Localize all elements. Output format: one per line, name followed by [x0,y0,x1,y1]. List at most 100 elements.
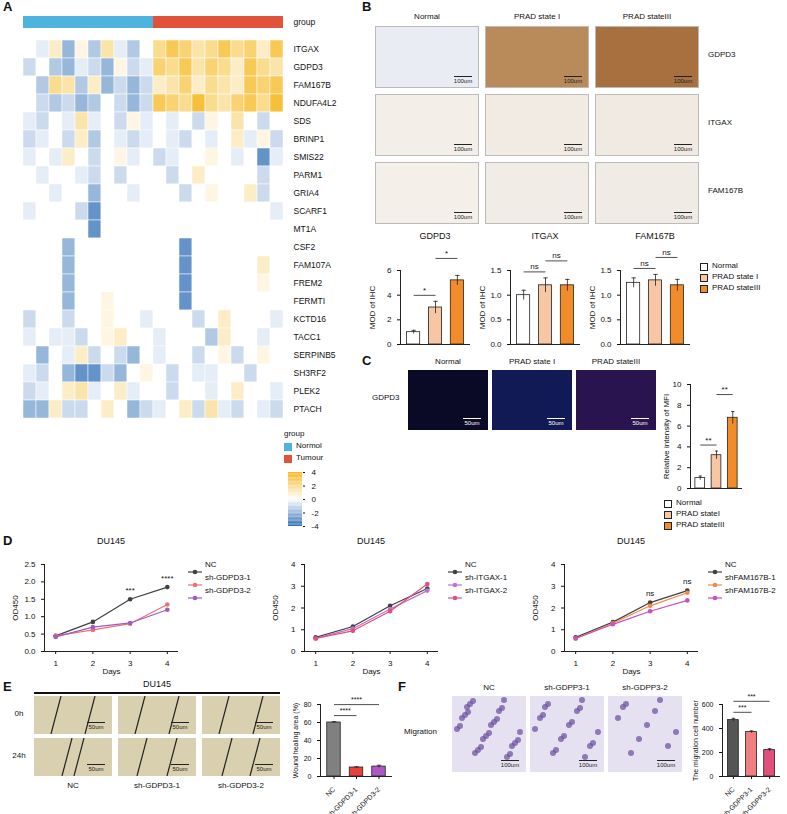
svg-text:BRINP1: BRINP1 [294,134,325,144]
svg-text:PARM1: PARM1 [294,170,323,180]
svg-text:SERPINB5: SERPINB5 [294,350,336,360]
svg-text:10: 10 [673,380,682,389]
svg-text:0: 0 [710,773,714,780]
svg-text:MOD of IHC: MOD of IHC [368,286,377,330]
svg-text:-2: -2 [312,509,320,518]
svg-text:SMIS22: SMIS22 [294,152,325,162]
svg-text:0: 0 [291,647,296,656]
svg-text:3: 3 [291,582,296,591]
svg-text:2: 2 [387,315,392,324]
svg-text:*: * [445,249,448,258]
svg-text:**: ** [705,436,711,445]
svg-text:sh-GDPD3-2: sh-GDPD3-2 [348,786,381,814]
svg-text:ns: ns [530,262,538,271]
svg-text:3: 3 [388,659,393,668]
svg-text:1.0: 1.0 [600,291,612,300]
svg-text:2: 2 [611,659,616,668]
svg-text:20: 20 [304,755,312,762]
svg-text:group: group [294,17,316,27]
svg-text:SCARF1: SCARF1 [294,206,328,216]
svg-text:***: *** [125,586,134,595]
svg-text:4: 4 [165,659,170,668]
svg-text:4: 4 [685,659,690,668]
svg-text:2: 2 [291,604,296,613]
svg-text:FERMTI: FERMTI [294,296,326,306]
svg-text:The migration cell number: The migration cell number [692,699,700,781]
svg-text:4: 4 [425,659,430,668]
svg-text:600: 600 [702,701,714,708]
svg-text:200: 200 [702,749,714,756]
svg-text:0.0: 0.0 [24,647,36,656]
svg-text:GRIA4: GRIA4 [294,188,320,198]
svg-text:1: 1 [313,659,318,668]
svg-text:0.5: 0.5 [24,630,36,639]
svg-text:FREM2: FREM2 [294,278,323,288]
svg-text:2: 2 [677,463,682,472]
svg-text:4: 4 [551,560,556,569]
svg-text:0: 0 [387,340,392,349]
svg-text:***: *** [747,693,755,700]
svg-text:****: **** [161,574,173,583]
svg-text:2.0: 2.0 [24,577,36,586]
svg-text:0: 0 [312,495,317,504]
svg-text:2: 2 [91,659,96,668]
svg-text:SH3RF2: SH3RF2 [294,368,327,378]
svg-text:MOD of IHC: MOD of IHC [478,286,487,330]
svg-text:ITGAX: ITGAX [294,44,320,54]
svg-text:0.0: 0.0 [600,340,612,349]
svg-text:1: 1 [53,659,58,668]
svg-text:ns: ns [640,259,648,268]
svg-text:-4: -4 [312,522,320,531]
svg-text:ns: ns [646,589,654,598]
svg-text:Days: Days [362,667,380,676]
svg-text:**: ** [722,385,728,394]
svg-text:4: 4 [387,291,392,300]
svg-text:Days: Days [102,667,120,676]
svg-text:1.5: 1.5 [24,595,36,604]
svg-text:3: 3 [648,659,653,668]
svg-text:OD450: OD450 [271,595,280,621]
svg-text:2: 2 [351,659,356,668]
svg-text:KCTD16: KCTD16 [294,314,327,324]
svg-text:1: 1 [573,659,578,668]
svg-text:1.0: 1.0 [24,612,36,621]
svg-text:0.0: 0.0 [490,340,502,349]
svg-text:3: 3 [551,582,556,591]
svg-text:4: 4 [291,560,296,569]
svg-text:60: 60 [304,719,312,726]
svg-text:1.5: 1.5 [600,266,612,275]
svg-text:PLEK2: PLEK2 [294,386,321,396]
svg-text:0: 0 [677,484,682,493]
svg-text:1.0: 1.0 [490,291,502,300]
svg-text:OD450: OD450 [11,595,20,621]
svg-text:ns: ns [552,251,560,260]
svg-text:OD450: OD450 [531,595,540,621]
svg-text:MOD of IHC: MOD of IHC [588,286,597,330]
svg-text:400: 400 [702,725,714,732]
svg-text:0.5: 0.5 [490,315,502,324]
svg-text:Days: Days [622,667,640,676]
svg-text:****: **** [351,696,362,703]
svg-text:sh-GDPP3-2: sh-GDPP3-2 [739,786,772,814]
svg-text:1: 1 [551,625,556,634]
svg-text:***: *** [738,704,746,711]
svg-text:Wound healing area (%): Wound healing area (%) [292,703,300,778]
svg-text:3: 3 [128,659,133,668]
svg-text:NC: NC [324,786,336,798]
svg-text:4: 4 [312,468,317,477]
svg-text:6: 6 [677,422,682,431]
svg-text:40: 40 [304,737,312,744]
svg-text:6: 6 [387,266,392,275]
svg-text:****: **** [340,707,351,714]
svg-text:FAM107A: FAM107A [294,260,332,270]
svg-text:8: 8 [677,401,682,410]
svg-text:FAM167B: FAM167B [294,80,332,90]
svg-text:0.5: 0.5 [600,315,612,324]
svg-text:2: 2 [312,482,317,491]
svg-text:0: 0 [551,647,556,656]
svg-text:NDUFA4L2: NDUFA4L2 [294,98,337,108]
svg-text:PTACH: PTACH [294,404,322,414]
svg-text:80: 80 [304,701,312,708]
svg-text:Relative intensity of MFI: Relative intensity of MFI [662,394,671,479]
svg-text:NC: NC [724,786,736,798]
